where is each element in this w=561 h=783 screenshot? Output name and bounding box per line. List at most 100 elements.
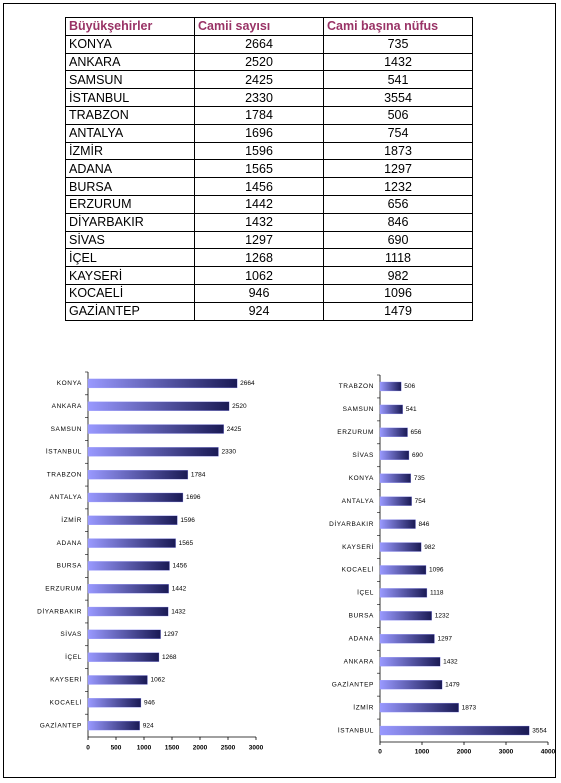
row: İSTANBUL 2330 3554 [65, 88, 473, 107]
value-label: 1118 [430, 590, 444, 597]
bar [87, 675, 148, 685]
bar [87, 698, 142, 708]
y-tick-label: ADANA [349, 636, 374, 643]
cell: 1479 [323, 301, 473, 321]
bar [87, 515, 178, 525]
cell: 1268 [194, 248, 324, 268]
y-tick-label: DİYARBAKIR [37, 606, 82, 615]
cell: 2664 [194, 34, 324, 54]
bar [379, 450, 410, 460]
x-tick-label: 0 [86, 745, 90, 752]
cell: ADANA [65, 159, 195, 179]
cell: 1062 [194, 266, 324, 285]
bar [87, 720, 140, 731]
y-tick-label: GAZİANTEP [332, 679, 374, 688]
bar [379, 680, 443, 690]
bar [87, 401, 230, 411]
value-label: 541 [406, 406, 417, 413]
row: GAZİANTEP 924 1479 [65, 301, 473, 321]
x-tick-label: 3000 [249, 745, 264, 752]
bar [379, 519, 416, 529]
bar [379, 611, 432, 621]
value-label: 2330 [221, 449, 236, 456]
y-tick-label: ANTALYA [50, 494, 82, 501]
y-tick-label: GAZİANTEP [40, 720, 82, 729]
y-tick-label: SİVAS [352, 450, 374, 459]
y-tick-label: KAYSERİ [50, 675, 82, 684]
value-label: 1297 [437, 636, 452, 643]
y-tick-label: SİVAS [60, 629, 82, 638]
value-label: 1232 [435, 613, 450, 620]
y-tick-label: KONYA [57, 380, 82, 387]
bar [87, 492, 184, 503]
bar [379, 381, 402, 392]
value-label: 1062 [150, 677, 165, 684]
value-label: 506 [404, 383, 415, 390]
value-label: 1565 [179, 540, 194, 547]
y-tick-label: BURSA [349, 613, 374, 620]
bar [379, 404, 403, 415]
bar [379, 657, 441, 667]
table: Büyükşehirler Camii sayısı Cami başına nüf… [65, 17, 473, 321]
value-label: 1479 [445, 681, 460, 688]
value-label: 1268 [162, 654, 177, 661]
bar [379, 565, 427, 575]
y-tick-label: KOCAELİ [342, 565, 374, 574]
value-label: 1784 [191, 471, 206, 478]
bar [87, 470, 189, 480]
header-cell: Cami başına nüfus [323, 17, 473, 36]
x-tick-label: 1500 [165, 745, 180, 752]
y-tick-label: ERZURUM [45, 585, 82, 592]
row: SİVAS 1297 690 [65, 230, 473, 250]
frame [3, 3, 556, 778]
y-tick-label: TRABZON [339, 383, 374, 390]
bar [87, 561, 170, 571]
cell: 2425 [194, 70, 324, 90]
cell: İSTANBUL [65, 88, 195, 107]
x-tick-label: 4000 [541, 749, 556, 756]
x-tick-label: 2500 [221, 745, 236, 752]
value-label: 2664 [240, 380, 255, 387]
x-tick-label: 1000 [415, 749, 430, 756]
cell: 3554 [323, 88, 473, 107]
value-label: 1432 [443, 658, 458, 665]
value-label: 1596 [180, 517, 195, 524]
bar [87, 584, 169, 594]
y-tick-label: ANKARA [52, 403, 82, 410]
row: BURSA 1456 1232 [65, 177, 473, 196]
y-tick-label: KAYSERİ [342, 542, 374, 551]
x-tick-label: 2000 [193, 745, 208, 752]
y-tick-label: KOCAELİ [50, 698, 82, 707]
y-tick-label: KONYA [349, 475, 374, 482]
bar [87, 652, 160, 662]
bar [87, 629, 161, 639]
x-tick-label: 1000 [137, 745, 152, 752]
y-tick-label: İÇEL [357, 588, 374, 597]
y-tick-label: ADANA [57, 540, 82, 547]
y-tick-label: İSTANBUL [46, 447, 82, 456]
row: KAYSERİ 1062 982 [65, 266, 473, 285]
value-label: 1432 [171, 608, 186, 615]
cell: 924 [194, 301, 324, 321]
value-label: 1873 [462, 704, 477, 711]
row: KONYA 2664 735 [65, 34, 473, 54]
y-tick-label: İÇEL [65, 652, 82, 661]
bar [87, 538, 176, 548]
bar [379, 542, 422, 552]
bar [379, 496, 412, 506]
value-label: 3554 [532, 727, 547, 734]
x-tick-label: 2000 [457, 749, 472, 756]
x-tick-label: 3000 [499, 749, 514, 756]
x-tick-label: 0 [378, 749, 382, 756]
y-tick-label: ANTALYA [342, 498, 374, 505]
value-label: 2520 [232, 403, 247, 410]
bar [379, 473, 412, 483]
y-tick-label: ANKARA [344, 658, 374, 665]
cell: DİYARBAKIR [65, 212, 195, 232]
value-label: 1696 [186, 494, 201, 501]
bar [379, 702, 459, 713]
value-label: 982 [424, 544, 435, 551]
value-label: 2425 [227, 426, 242, 433]
